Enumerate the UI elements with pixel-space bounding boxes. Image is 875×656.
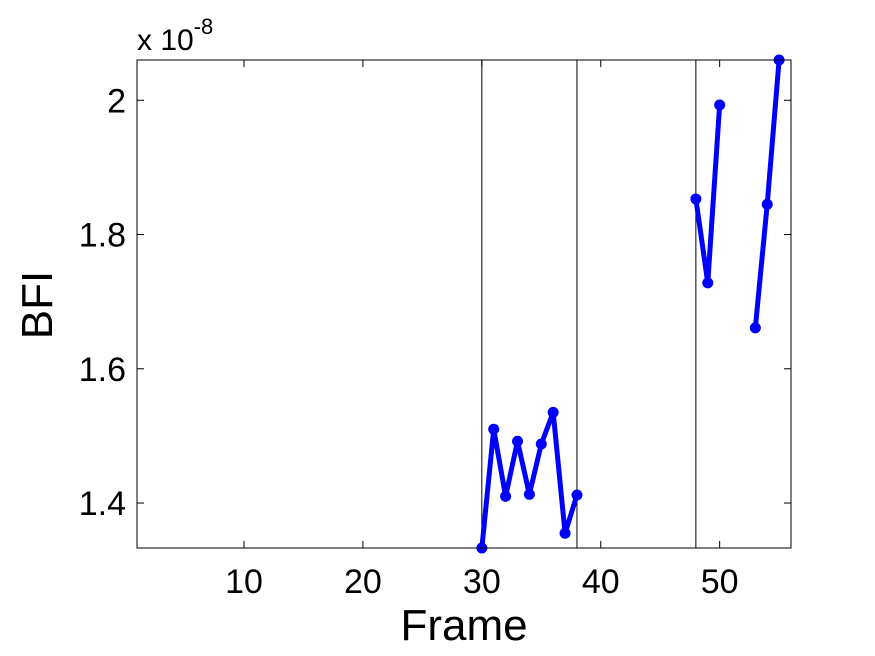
series-bfi: [476, 54, 785, 554]
x-tick-label-50: 50: [701, 563, 739, 601]
y-tick-label-3: 2: [107, 82, 126, 120]
x-tick-label-30: 30: [463, 563, 501, 601]
y-multiplier-exponent: -8: [194, 14, 214, 39]
vertical-lines: [481, 60, 697, 548]
x-tick-label-40: 40: [582, 563, 620, 601]
x-tick-labels: 10 20 30 40 50: [225, 563, 738, 601]
data-point-frame-38: [571, 489, 583, 501]
data-point-frame-53: [749, 322, 761, 334]
data-point-frame-36: [547, 406, 559, 418]
y-multiplier: x 10-8: [137, 14, 213, 57]
data-point-frame-33: [512, 435, 524, 447]
data-point-frame-54: [761, 198, 773, 210]
plot-area: [137, 60, 791, 548]
y-tick-labels: 1.4 1.6 1.8 2: [79, 82, 126, 523]
y-multiplier-base: x 10: [137, 24, 194, 57]
data-point-frame-34: [523, 488, 535, 500]
data-point-frame-31: [488, 423, 500, 435]
y-tick-label-0: 1.4: [79, 485, 126, 523]
data-point-frame-37: [559, 527, 571, 539]
plot-frame: [136, 59, 792, 549]
x-axis-title: Frame: [400, 601, 527, 650]
data-point-frame-48: [690, 193, 702, 205]
data-point-frame-49: [702, 277, 714, 289]
data-point-frame-35: [535, 438, 547, 450]
x-tick-label-20: 20: [344, 563, 382, 601]
data-point-frame-50: [714, 99, 726, 111]
y-tick-label-1: 1.6: [79, 351, 126, 389]
y-axis-title: BFI: [13, 271, 62, 339]
x-tick-label-10: 10: [225, 563, 263, 601]
axis-ticks: [137, 60, 791, 548]
y-tick-label-2: 1.8: [79, 217, 126, 255]
data-point-frame-32: [500, 490, 512, 502]
